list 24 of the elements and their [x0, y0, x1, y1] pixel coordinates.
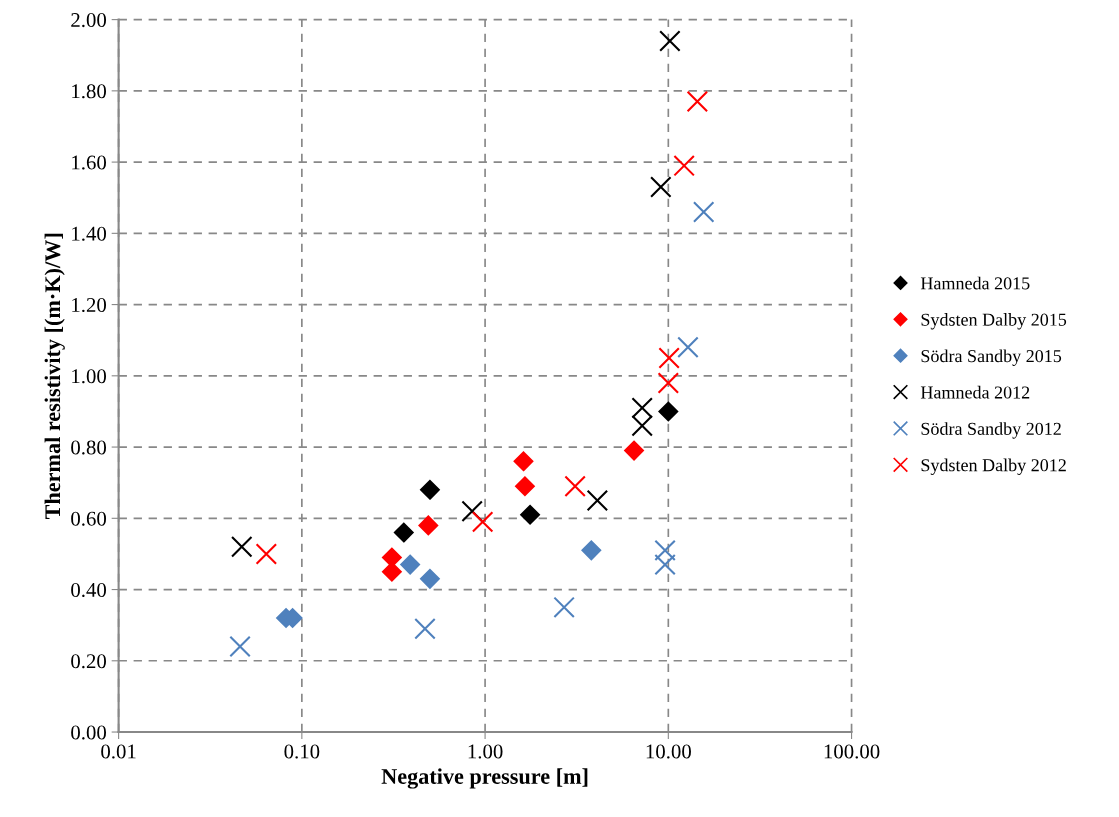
legend-label: Sydsten Dalby 2015: [921, 313, 1067, 330]
x-tick-label: 100.00: [824, 744, 880, 759]
y-tick-label: 2.00: [71, 12, 107, 28]
x-tick-label: 10.00: [646, 744, 691, 759]
y-tick-label: 0.80: [71, 440, 107, 455]
y-axis-title: Thermal resistivity [(m·K)/W]: [44, 233, 65, 520]
legend-label: Södra Sandby 2015: [921, 349, 1062, 366]
y-tick-label: 1.60: [72, 155, 107, 170]
x-tick-label: 0.10: [284, 744, 320, 759]
y-tick-label: 0.40: [71, 582, 107, 598]
x-tick-label: 0.01: [101, 744, 136, 759]
legend-label: Hamneda 2015: [920, 276, 1030, 290]
x-tick-label: 1.00: [468, 744, 503, 759]
legend-label: Södra Sandby 2012: [921, 422, 1061, 439]
legend-label: Sydsten Dalby 2012: [921, 458, 1066, 476]
y-tick-label: 1.40: [72, 226, 107, 241]
y-tick-label: 0.60: [71, 511, 107, 526]
y-tick-label: 1.80: [72, 84, 107, 99]
y-tick-label: 0.20: [71, 654, 107, 669]
y-tick-label: 0.00: [71, 725, 107, 740]
y-tick-label: 1.00: [72, 369, 107, 384]
legend-label: Hamneda 2012: [920, 385, 1030, 399]
y-tick-label: 1.20: [72, 297, 107, 313]
x-axis-title: Negative pressure [m]: [381, 768, 588, 789]
